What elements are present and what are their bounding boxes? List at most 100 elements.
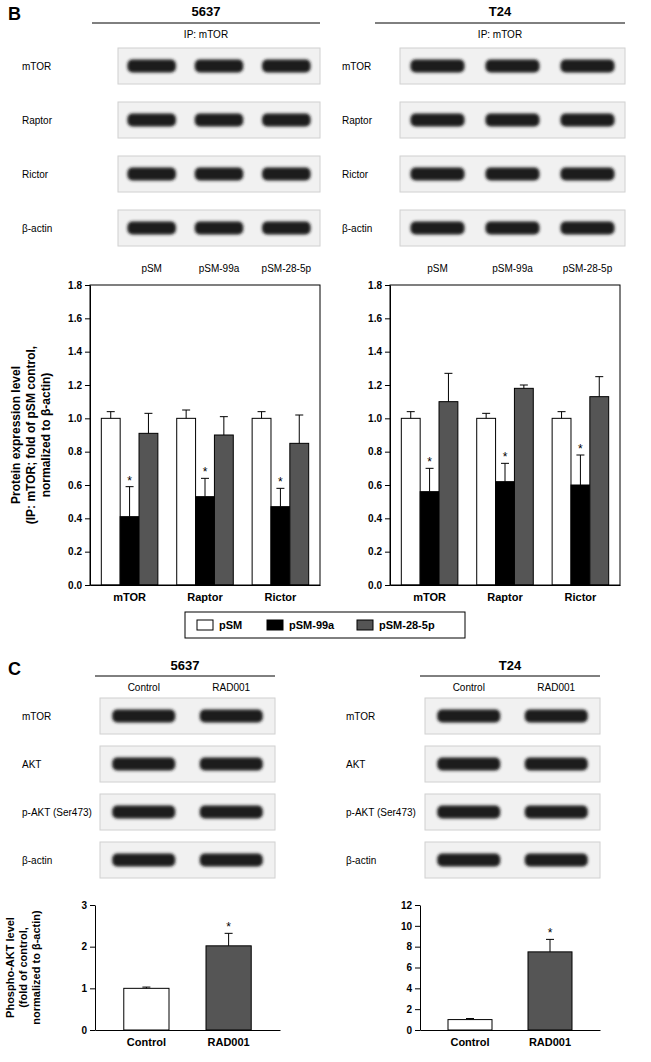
error-bar	[126, 487, 134, 517]
bar	[420, 492, 439, 585]
bar	[448, 1020, 492, 1030]
blot-row-label: mTOR	[22, 61, 51, 72]
blot-band	[437, 758, 500, 771]
error-bar	[142, 987, 150, 988]
legend-label: pSM-99a	[289, 619, 335, 631]
y-tick-mark	[90, 988, 95, 989]
annotations: *	[548, 926, 553, 940]
blot-band	[411, 60, 465, 73]
y-tick-label: 1.0	[68, 413, 82, 424]
blot-band	[486, 222, 540, 235]
chart: ***0.00.20.40.60.81.01.21.41.61.8mTORRap…	[368, 280, 620, 603]
plot-area	[101, 410, 308, 585]
y-tick-label: 1.4	[68, 346, 82, 357]
x-tick: Raptor	[487, 585, 523, 603]
error-bar-stem	[429, 468, 430, 491]
y-tick-mark	[415, 1009, 420, 1010]
error-bar-stem	[280, 488, 281, 506]
y-tick-mark	[385, 485, 390, 486]
y-tick-label: 1.6	[68, 313, 82, 324]
y-tick: 1.2	[68, 380, 90, 391]
significance-mark: *	[578, 442, 583, 456]
bar	[439, 402, 458, 585]
error-bar-cap	[295, 415, 303, 416]
y-tick: 1.0	[368, 413, 390, 424]
blot-strip	[118, 102, 320, 138]
x-axis-line	[96, 1030, 281, 1031]
bar	[177, 418, 196, 585]
blot-band	[411, 114, 465, 127]
bar	[120, 517, 139, 585]
blot-row-label: β-actin	[342, 223, 372, 234]
y-tick-label: 0.0	[368, 580, 382, 591]
y-tick: 1.0	[68, 413, 90, 424]
y-tick-mark	[385, 452, 390, 453]
x-tick-label: Rictor	[565, 591, 598, 603]
blot-band	[112, 758, 175, 771]
y-tick: 6	[406, 962, 420, 973]
y-axis-title: Protein expression level	[9, 366, 23, 504]
blot-row-label: AKT	[22, 759, 41, 770]
blot-row-label: mTOR	[342, 61, 371, 72]
blot-subtitle: IP: mTOR	[184, 29, 228, 40]
error-bar	[520, 385, 528, 388]
x-axis: ControlRAD001	[96, 1030, 281, 1048]
y-tick-label: 1.4	[368, 346, 382, 357]
blot-band	[112, 710, 175, 723]
y-tick: 0.8	[68, 446, 90, 457]
y-tick-label: 1.8	[368, 280, 382, 291]
blot-strip	[100, 842, 275, 878]
y-tick: 1.4	[68, 346, 90, 357]
blot-band	[112, 806, 175, 819]
y-tick-mark	[90, 905, 95, 906]
blot-header-line	[95, 676, 275, 677]
blot-row-label: Raptor	[22, 115, 53, 126]
y-tick: 4	[406, 983, 420, 994]
blot-strip	[118, 156, 320, 192]
blot-band	[525, 854, 588, 867]
blot-band	[437, 710, 500, 723]
error-bar	[482, 413, 490, 418]
bar	[552, 418, 571, 585]
y-tick-label: 0.4	[368, 513, 382, 524]
y-axis-title: normalized to β-actin)	[30, 910, 42, 1025]
blot-band	[486, 114, 540, 127]
y-tick-mark	[385, 585, 390, 586]
blot-band	[195, 222, 243, 235]
blot-row-label: β-actin	[346, 855, 376, 866]
y-tick-mark	[415, 947, 420, 948]
error-bar-stem	[561, 412, 562, 419]
blot-band	[127, 114, 175, 127]
x-tick-label: Raptor	[487, 591, 523, 603]
x-axis: ControlRAD001	[421, 1030, 601, 1048]
legend-label: pSM-28-5p	[379, 619, 435, 631]
y-axis: 0.00.20.40.60.81.01.21.41.61.8	[68, 280, 90, 591]
error-bar-cap	[520, 385, 528, 386]
error-bar-cap	[595, 376, 603, 377]
bar	[514, 388, 533, 585]
blot-band	[195, 168, 243, 181]
blot-lane-label: Control	[453, 682, 485, 693]
error-bar-stem	[129, 487, 130, 517]
blot-band	[127, 168, 175, 181]
blot-row-label: Rictor	[342, 169, 369, 180]
error-bar-cap	[558, 411, 566, 412]
blot-header-line	[92, 23, 320, 24]
y-tick: 0.4	[368, 513, 390, 524]
blot-strip	[400, 156, 625, 192]
x-tick-label: RAD001	[529, 1036, 571, 1048]
x-tick: RAD001	[529, 1030, 571, 1048]
blot-band	[195, 60, 243, 73]
bar	[139, 433, 158, 585]
y-tick-mark	[415, 926, 420, 927]
y-tick-label: 1.6	[368, 313, 382, 324]
y-tick: 3	[81, 900, 95, 911]
blot-lane-label: pSM-28-5p	[563, 263, 613, 274]
blot-band	[200, 758, 263, 771]
blot-band	[525, 806, 588, 819]
y-tick-label: 0.4	[68, 513, 82, 524]
plot-area	[124, 933, 251, 1030]
chart: ***0.00.20.40.60.81.01.21.41.61.8mTORRap…	[68, 280, 320, 603]
error-bar-cap	[466, 1018, 474, 1019]
blot-strip	[100, 746, 275, 782]
